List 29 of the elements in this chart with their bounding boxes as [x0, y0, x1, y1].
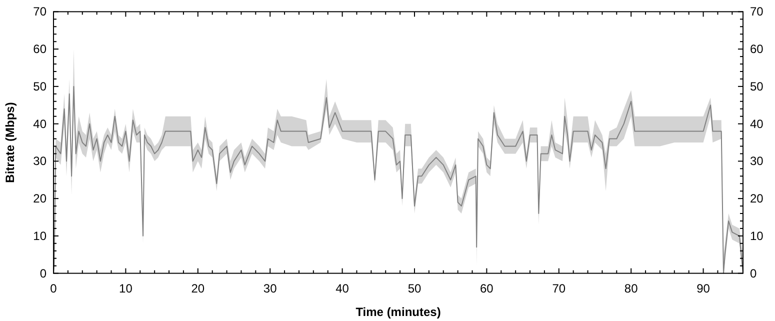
x-tick-label: 70 — [552, 281, 566, 296]
y2-tick-label: 0 — [750, 266, 757, 280]
line-series — [53, 86, 744, 274]
y2-tick-label: 10 — [750, 228, 764, 243]
y-tick-label: 10 — [33, 228, 47, 243]
y2-tick-label: 40 — [750, 116, 764, 131]
x-tick-label: 60 — [480, 281, 494, 296]
x-tick-label: 80 — [624, 281, 638, 296]
y-tick-label: 20 — [33, 192, 47, 206]
y2-tick-label: 60 — [750, 42, 764, 56]
y-tick-label: 30 — [33, 154, 47, 168]
y2-tick-label: 50 — [750, 79, 764, 94]
x-tick-label: 0 — [50, 281, 58, 296]
x-tick-label: 50 — [408, 281, 422, 296]
x-axis-title: Time (minutes) — [356, 305, 441, 319]
y-tick-label: 70 — [33, 4, 47, 19]
x-tick-label: 20 — [191, 281, 205, 296]
y2-tick-label: 20 — [750, 192, 764, 206]
y2-tick-label: 30 — [750, 154, 764, 168]
y2-tick-label: 70 — [750, 4, 764, 19]
x-tick-label: 10 — [119, 281, 133, 296]
y-tick-label: 60 — [33, 42, 47, 56]
x-tick-label: 30 — [263, 281, 278, 296]
x-tick-label: 40 — [336, 281, 350, 296]
y-tick-label: 50 — [33, 79, 47, 94]
y-axis-title: Bitrate (Mbps) — [3, 102, 17, 183]
y-tick-label: 40 — [33, 116, 47, 131]
y-tick-label: 0 — [40, 266, 47, 280]
x-tick-label: 90 — [696, 281, 710, 296]
